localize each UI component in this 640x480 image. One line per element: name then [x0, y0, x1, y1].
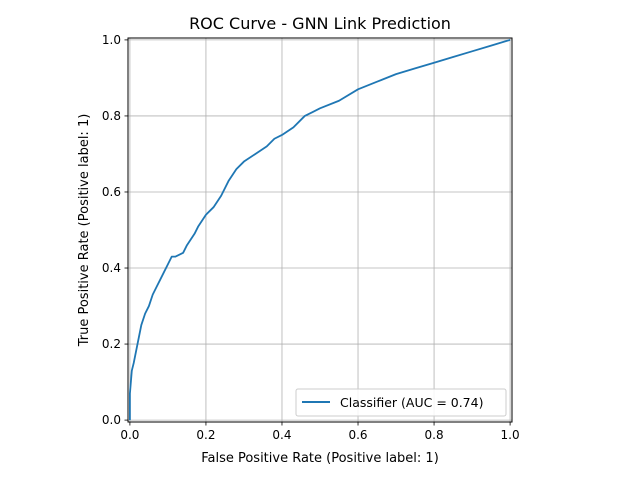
legend: Classifier (AUC = 0.74) [295, 388, 507, 417]
x-tick-label: 0.2 [196, 428, 215, 442]
x-tick-label: 0.4 [272, 428, 291, 442]
axis-ticks: 0.0 0.2 0.4 0.6 0.8 1.0 0.0 0.2 0.4 0.6 0.8 1.0 [102, 33, 520, 442]
x-tick-label: 0.0 [120, 428, 139, 442]
grid [128, 38, 512, 422]
legend-entry-label: Classifier (AUC = 0.74) [340, 395, 483, 410]
y-tick-label: 0.0 [102, 413, 121, 427]
chart-title: ROC Curve - GNN Link Prediction [189, 14, 451, 33]
y-tick-label: 1.0 [102, 33, 121, 47]
y-tick-label: 0.6 [102, 185, 121, 199]
x-tick-label: 0.6 [348, 428, 367, 442]
y-tick-label: 0.2 [102, 337, 121, 351]
x-tick-label: 0.8 [425, 428, 444, 442]
y-tick-label: 0.4 [102, 261, 121, 275]
x-axis-label: False Positive Rate (Positive label: 1) [201, 451, 439, 466]
y-tick-label: 0.8 [102, 109, 121, 123]
roc-curve-line [128, 39, 511, 421]
axes-frame [127, 37, 513, 423]
legend-box [295, 388, 507, 417]
x-tick-label: 1.0 [501, 428, 520, 442]
y-axis-label: True Positive Rate (Positive label: 1) [77, 114, 92, 348]
plot-lines [128, 39, 511, 421]
